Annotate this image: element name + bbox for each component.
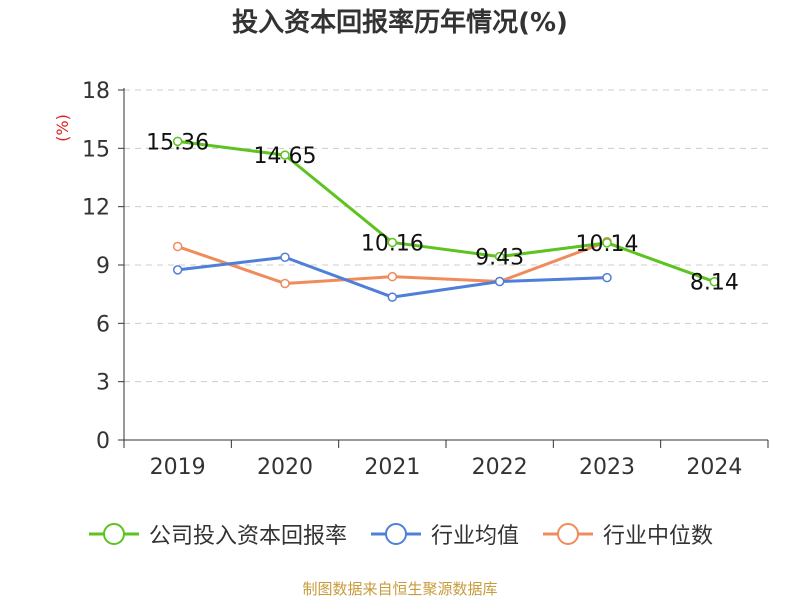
legend: 公司投入资本回报率 行业均值 行业中位数	[0, 518, 800, 550]
data-point[interactable]	[172, 241, 183, 252]
grid-lines	[124, 89, 768, 383]
data-point[interactable]	[387, 292, 398, 302]
chart-title: 投入资本回报率历年情况(%)	[232, 8, 568, 38]
y-tick-label: 12	[82, 196, 110, 221]
data-label: 14.65	[254, 144, 317, 169]
data-point[interactable]	[280, 278, 290, 289]
source-note: 制图数据来自恒生聚源数据库	[302, 580, 498, 598]
legend-marker	[370, 523, 421, 545]
data-label: 10.16	[361, 231, 424, 256]
data-point[interactable]	[387, 271, 398, 282]
y-tick-label: 9	[96, 254, 110, 279]
series-line	[177, 139, 715, 284]
legend-item[interactable]: 行业中位数	[541, 518, 713, 550]
x-tick-label: 2021	[364, 455, 420, 480]
series-lines	[172, 136, 720, 302]
y-tick-label: 6	[96, 312, 110, 337]
data-point[interactable]	[494, 276, 505, 287]
legend-marker	[543, 523, 593, 545]
y-tick-label: 0	[96, 429, 110, 454]
legend-label: 行业中位数	[603, 524, 714, 549]
legend-item[interactable]: 公司投入资本回报率	[87, 518, 347, 550]
data-label: 8.14	[690, 271, 739, 296]
data-label: 9.43	[475, 246, 524, 271]
data-point[interactable]	[709, 276, 720, 287]
legend-label: 行业均值	[430, 524, 519, 549]
data-point[interactable]	[602, 238, 612, 248]
legend-marker	[88, 523, 139, 545]
y-tick-label: 3	[96, 371, 110, 396]
data-labels: 15.36 14.65 10.16 9.43 10.14 8.14	[146, 130, 739, 295]
axes: 0 3 6 9 12 15 18 2019 2020 2021 2022 2023 2024	[82, 79, 769, 480]
data-point[interactable]	[172, 136, 183, 147]
y-tick-label: 15	[82, 137, 110, 162]
data-point[interactable]	[494, 251, 505, 262]
x-tick-label: 2023	[579, 455, 635, 480]
data-point[interactable]	[172, 265, 183, 275]
x-tick-label: 2022	[472, 455, 528, 480]
data-point[interactable]	[280, 150, 290, 160]
legend-label: 公司投入资本回报率	[148, 524, 347, 549]
y-tick-label: 18	[82, 79, 110, 104]
data-label: 15.36	[146, 130, 209, 155]
y-axis-title: (%)	[53, 114, 72, 142]
x-tick-label: 2024	[686, 455, 742, 480]
data-point[interactable]	[280, 252, 290, 262]
data-label: 10.14	[576, 232, 639, 257]
legend-item[interactable]: 行业均值	[369, 518, 519, 550]
x-tick-label: 2020	[257, 455, 313, 480]
x-tick-label: 2019	[150, 455, 206, 480]
data-point[interactable]	[602, 272, 612, 283]
data-point[interactable]	[387, 237, 398, 248]
